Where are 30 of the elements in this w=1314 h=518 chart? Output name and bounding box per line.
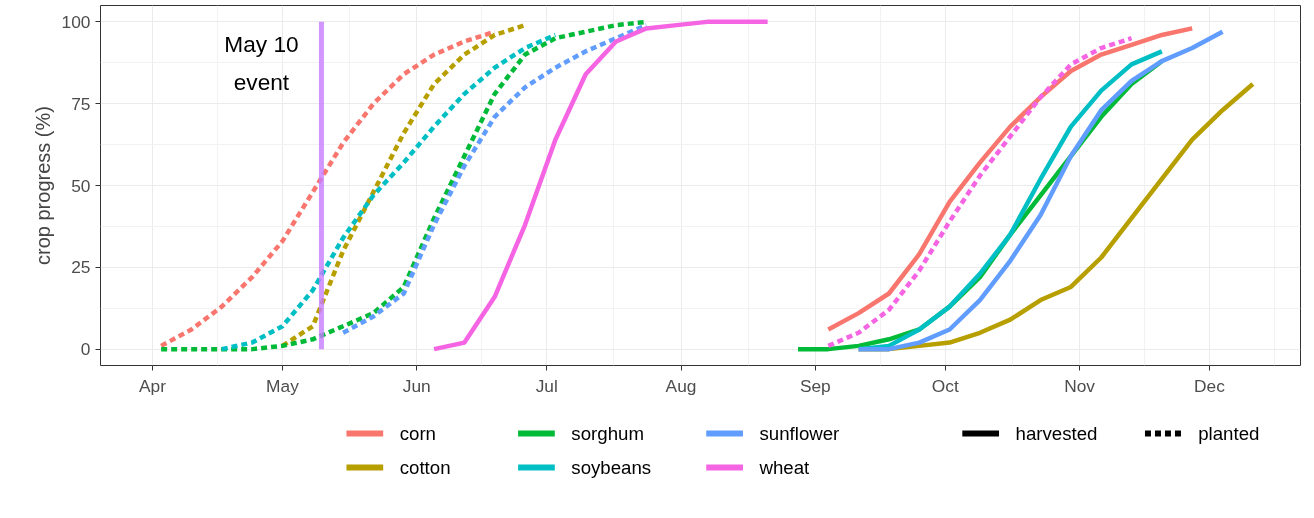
legend-label: sorghum: [571, 423, 644, 444]
y-tick-label: 25: [71, 257, 91, 278]
y-tick-label: 50: [71, 175, 91, 196]
ref-line-label: May 10 event: [224, 30, 299, 95]
line-series: [826, 35, 1134, 349]
y-tick-label: 75: [71, 93, 91, 114]
x-tick-label: May: [266, 375, 300, 396]
x-tick-label: Jun: [402, 375, 431, 396]
line-series: [826, 26, 1195, 332]
x-tick-label: Dec: [1194, 375, 1226, 396]
legend-label: corn: [399, 423, 436, 444]
x-tick-label: Aug: [665, 375, 697, 396]
legend-label: wheat: [758, 457, 811, 478]
legend-label: soybeans: [571, 457, 652, 478]
y-tick-label: 0: [80, 339, 91, 360]
text: harvested: [1015, 423, 1098, 444]
line-series: [340, 22, 649, 336]
y-tick-label: 100: [61, 11, 91, 32]
line-series: [431, 19, 770, 352]
legend-label: sunflower: [759, 423, 840, 444]
line-series: [856, 29, 1225, 352]
x-tick-label: Oct: [931, 375, 959, 396]
y-axis-title: crop progress (%): [31, 106, 54, 265]
x-tick-label: Jul: [535, 375, 558, 396]
line-series: [219, 32, 558, 352]
legend-label: cotton: [399, 457, 451, 478]
x-tick-label: Nov: [1064, 375, 1096, 396]
text: planted: [1198, 423, 1260, 444]
x-tick-label: Sep: [799, 375, 831, 396]
x-tick-label: Apr: [139, 375, 167, 396]
